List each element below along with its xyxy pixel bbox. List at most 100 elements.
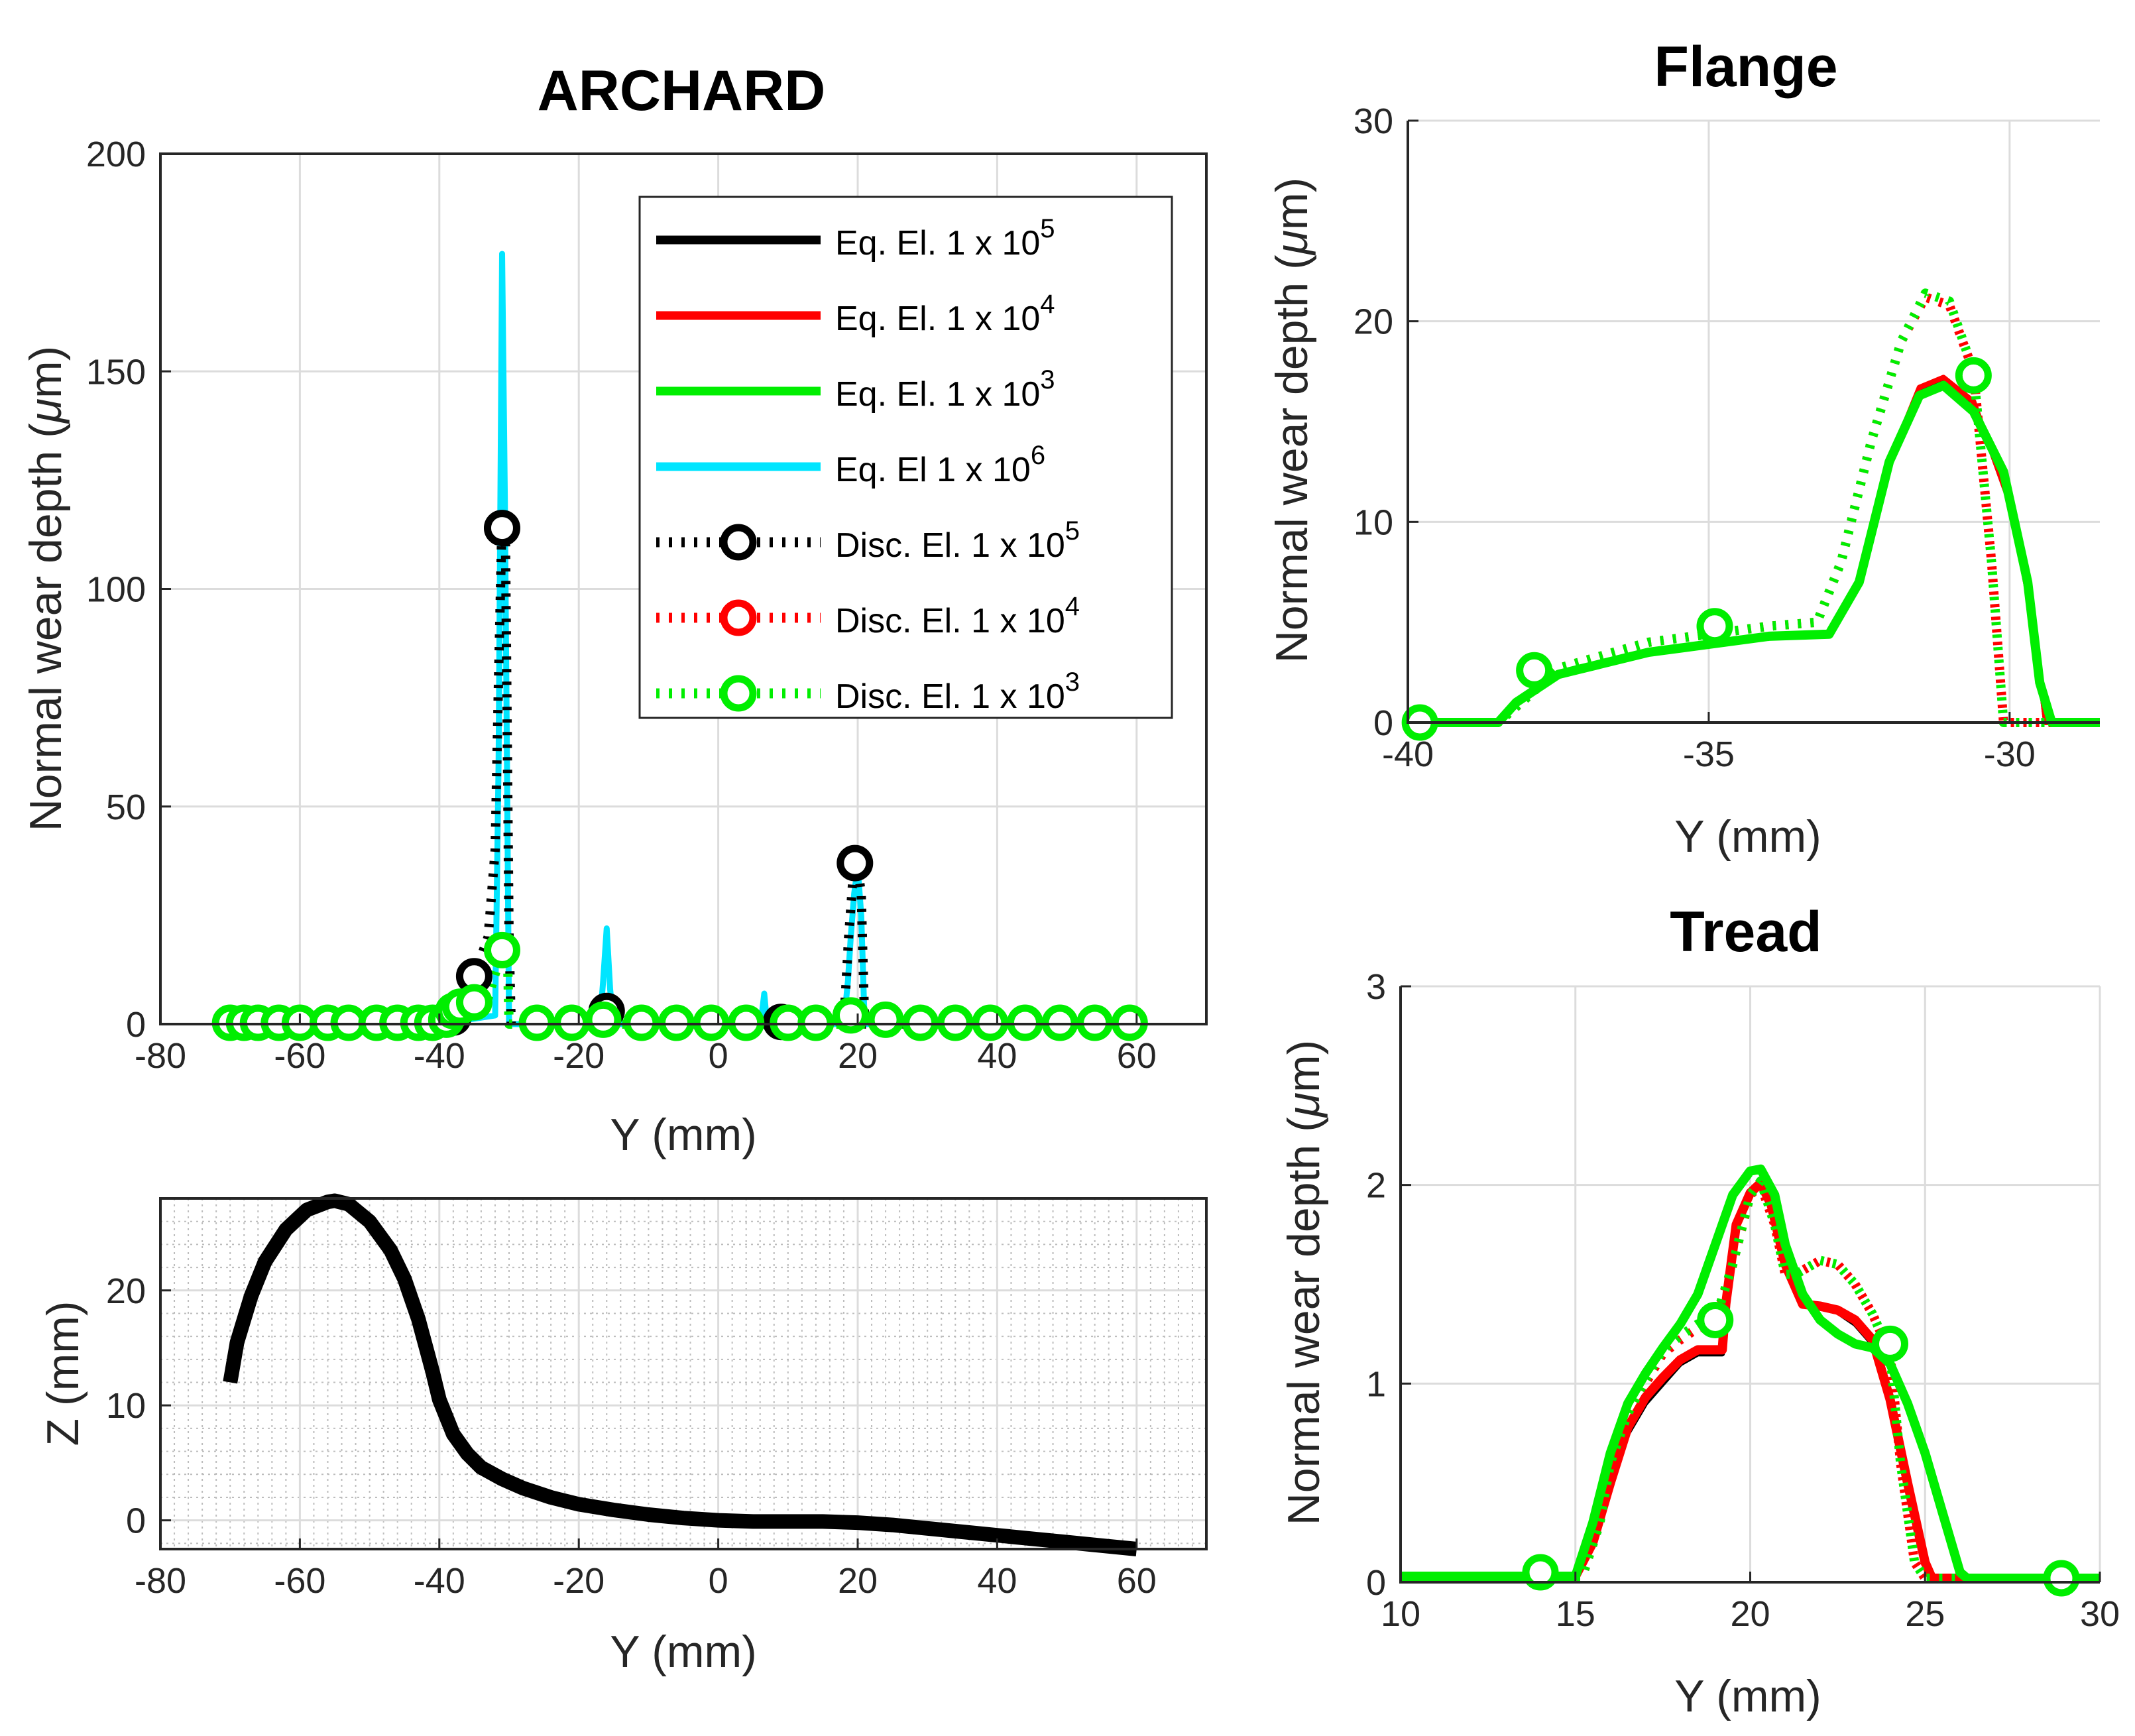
tick-label-x: -80 [135, 1036, 186, 1076]
tread-title: Tread [1670, 900, 1821, 964]
profile-xlabel: Y (mm) [610, 1627, 757, 1677]
legend-label-base: Disc. El. 1 x 10 [835, 602, 1065, 640]
tick-label-x: 40 [977, 1036, 1017, 1076]
legend-label-exponent: 6 [1031, 441, 1045, 470]
legend-entry: Eq. El. 1 x 104 [656, 290, 1055, 338]
legend-label-base: Eq. El. 1 x 10 [835, 224, 1040, 262]
profile-ylabel: Z (mm) [38, 1301, 88, 1446]
tick-label-x: -40 [414, 1561, 465, 1601]
series-line [1408, 292, 2100, 727]
data-marker [1955, 357, 1992, 394]
tick-label-y: 10 [1354, 502, 1393, 542]
tick-label-y: 20 [1354, 302, 1393, 342]
data-marker [867, 1001, 904, 1038]
tick-label-x: 60 [1117, 1561, 1157, 1601]
tick-label-x: -35 [1683, 734, 1735, 774]
archard-ylabel-mu: μ [21, 398, 71, 424]
tick-label-y: 0 [1373, 703, 1393, 743]
flange-panel: Flange -40 -35 -30 0 10 20 30 Y (mm) Normal we… [1267, 35, 2100, 862]
legend-entry: Eq. El 1 x 106 [656, 441, 1045, 489]
legend-label: Eq. El. 1 x 103 [835, 365, 1055, 414]
tread-markers [1522, 1301, 2080, 1597]
tick-label-y: 200 [86, 135, 146, 174]
series-line [230, 945, 1137, 1029]
profile-ticks: -80 -60 -40 -20 0 20 40 60 0 10 20 [106, 1271, 1157, 1601]
tick-label-x: -20 [553, 1036, 605, 1076]
tick-label-x: 10 [1381, 1594, 1420, 1634]
tread-panel: Tread 10 15 20 25 30 0 1 2 3 Y (mm) Normal wear … [1279, 900, 2120, 1721]
legend-label-exponent: 3 [1065, 667, 1080, 697]
tick-label-y: 20 [106, 1271, 146, 1311]
legend-entry: Eq. El. 1 x 103 [656, 365, 1055, 414]
data-marker [585, 1001, 622, 1038]
legend-marker [720, 675, 757, 712]
legend-label-exponent: 4 [1040, 290, 1055, 319]
legend-label-exponent: 3 [1040, 365, 1055, 394]
legend-label: Eq. El. 1 x 105 [835, 214, 1055, 262]
flange-ylabel-suffix: m) [1267, 178, 1317, 230]
tick-label-x: -40 [1382, 734, 1434, 774]
data-marker [483, 931, 520, 968]
tick-label-y: 100 [86, 570, 146, 610]
tick-label-x: 30 [2080, 1594, 2120, 1634]
archard-panel: ARCHARD -80 -60 -40 -20 0 20 40 60050100150200 … [21, 59, 1208, 1160]
tick-label-x: 60 [1117, 1036, 1157, 1076]
flange-ylabel-prefix: Normal wear depth ( [1267, 255, 1317, 663]
legend-label: Disc. El. 1 x 104 [835, 592, 1080, 640]
flange-ylabel-mu: μ [1267, 230, 1317, 256]
flange-ticks: -40 -35 -30 0 10 20 30 [1354, 101, 2036, 774]
archard-xlabel: Y (mm) [610, 1110, 757, 1160]
tick-label-y: 0 [126, 1501, 146, 1541]
tread-ylabel: Normal wear depth (μm) [1279, 1040, 1329, 1526]
archard-ylabel-prefix: Normal wear depth ( [21, 423, 71, 831]
legend-label-base: Eq. El. 1 x 10 [835, 375, 1040, 414]
tick-label-y: 150 [86, 352, 146, 392]
tick-label-x: 0 [709, 1561, 728, 1601]
tick-label-x: -80 [135, 1561, 186, 1601]
flange-markers [1401, 357, 1992, 741]
data-marker [2043, 1560, 2080, 1597]
tick-label-x: -20 [553, 1561, 605, 1601]
profile-series [223, 1193, 1137, 1556]
legend-entry: Eq. El. 1 x 105 [656, 214, 1055, 262]
tick-label-x: -60 [274, 1036, 325, 1076]
legend-marker [720, 524, 757, 561]
tread-ylabel-prefix: Normal wear depth ( [1279, 1117, 1329, 1525]
tick-label-y: 30 [1354, 101, 1393, 141]
tick-label-x: -60 [274, 1561, 325, 1601]
tick-label-y: 1 [1366, 1364, 1386, 1404]
legend-label-exponent: 4 [1065, 592, 1080, 621]
legend-entry: Disc. El. 1 x 103 [656, 667, 1080, 716]
flange-axes-bg [1408, 121, 2100, 723]
legend-label-base: Eq. El 1 x 10 [835, 451, 1031, 489]
legend-label: Disc. El. 1 x 103 [835, 667, 1080, 716]
archard-ylabel: Normal wear depth (μm) [21, 346, 71, 832]
tick-label-x: 15 [1556, 1594, 1595, 1634]
tread-ylabel-mu: μ [1279, 1092, 1329, 1118]
profile-axes-bg [160, 1198, 1206, 1549]
legend-label: Disc. El. 1 x 105 [835, 516, 1080, 565]
tick-label-x: 0 [709, 1036, 728, 1076]
flange-xlabel: Y (mm) [1674, 811, 1821, 862]
archard-title: ARCHARD [538, 59, 826, 123]
series-line [223, 1193, 1137, 1556]
data-marker [832, 997, 869, 1034]
profile-axes-box [159, 1197, 1208, 1550]
tick-label-x: 20 [838, 1561, 878, 1601]
legend-label: Eq. El 1 x 106 [835, 441, 1045, 489]
legend-label-exponent: 5 [1040, 214, 1055, 243]
archard-ylabel-suffix: m) [21, 346, 71, 398]
tick-label-y: 50 [106, 787, 146, 827]
flange-title: Flange [1654, 35, 1837, 99]
archard-ticks: -80 -60 -40 -20 0 20 40 60 0 50 100 150 200 [86, 135, 1157, 1076]
tick-label-x: 40 [977, 1561, 1017, 1601]
legend-marker [720, 599, 757, 636]
flange-ylabel: Normal wear depth (μm) [1267, 178, 1317, 664]
data-marker [1522, 1554, 1559, 1591]
series-line [1401, 1164, 2100, 1583]
legend-label-base: Disc. El. 1 x 10 [835, 526, 1065, 565]
data-marker [1872, 1325, 1908, 1362]
profile-panel: -80 -60 -40 -20 0 20 40 60 0 10 20 Y (mm) Z (mm) [38, 1193, 1208, 1677]
